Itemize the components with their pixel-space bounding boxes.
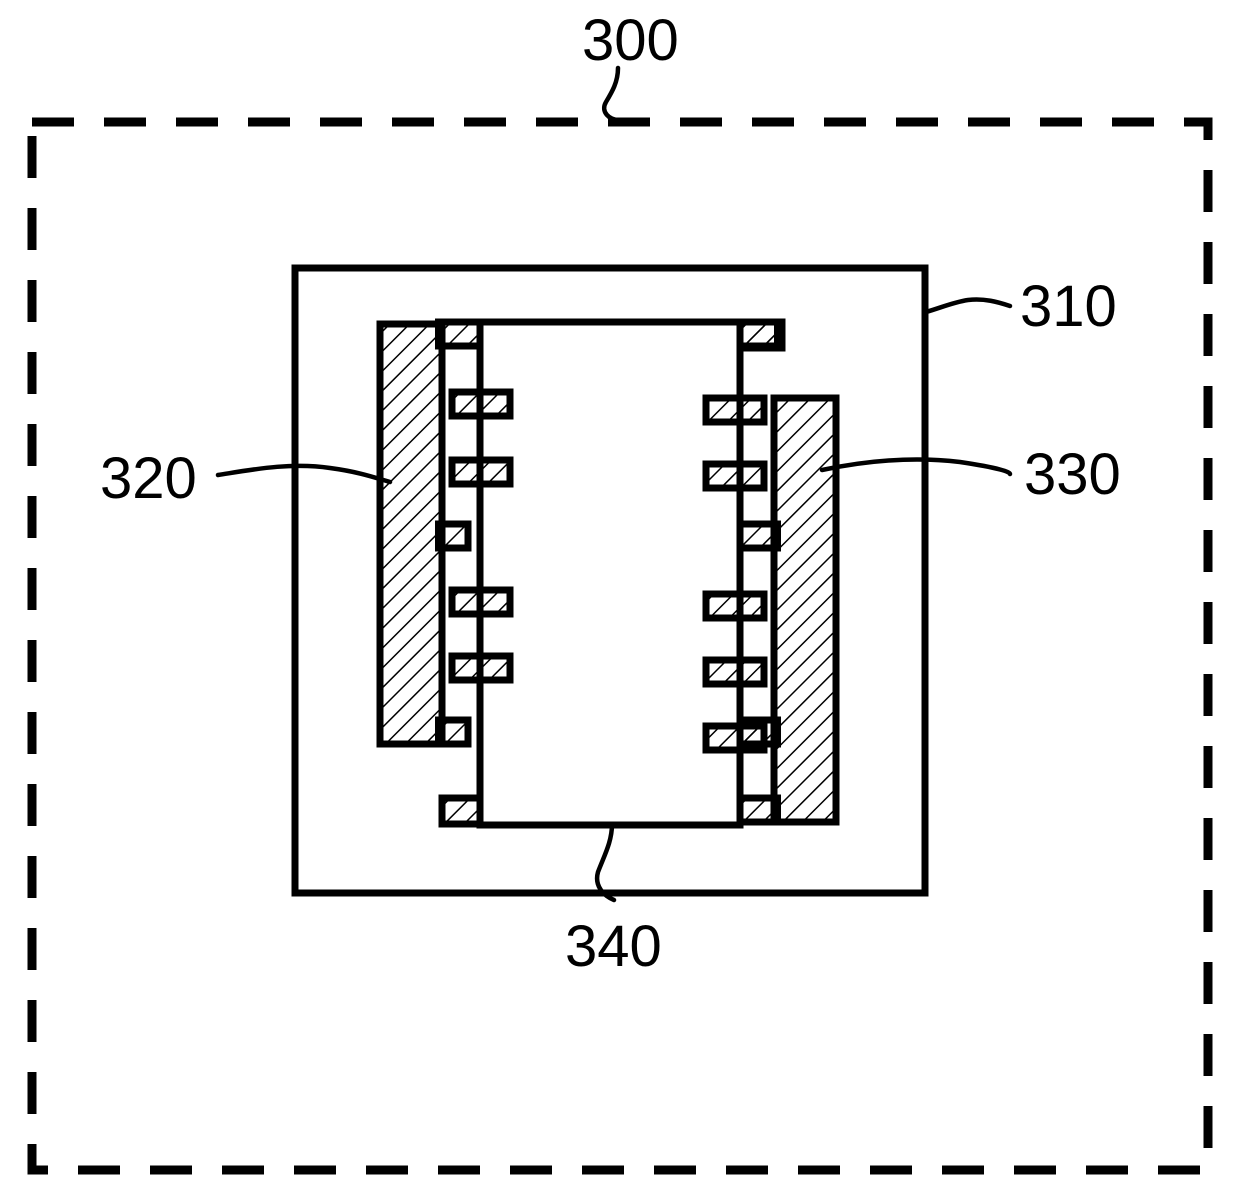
right-top-stub [740,322,782,348]
right-tab-1 [706,464,764,488]
central-body [480,322,740,825]
left-bottom-stub [442,798,480,824]
left-comb-finger-0 [439,322,481,346]
label-330-label: 330 [1024,442,1121,507]
label-310-label: 310 [1020,274,1117,339]
right-bottom-finger [740,798,778,822]
label-340-label: 340 [565,914,662,979]
right-tab-0 [706,398,764,422]
label-300-leader [604,68,618,120]
right-tab-2 [706,594,764,618]
label-320-label: 320 [100,446,197,511]
left-comb-finger-2 [439,720,469,744]
right-tab-3 [706,660,764,684]
right-comb-finger-1 [740,524,778,548]
label-320-leader [218,466,390,482]
right-tab-4 [706,726,764,750]
label-330-leader [822,460,1010,474]
left-comb-finger-1 [439,524,469,548]
label-300-label: 300 [582,8,679,73]
left-comb-body [380,324,442,744]
right-comb-body [774,398,836,822]
label-340-leader [597,824,614,900]
label-310-leader [926,299,1010,312]
